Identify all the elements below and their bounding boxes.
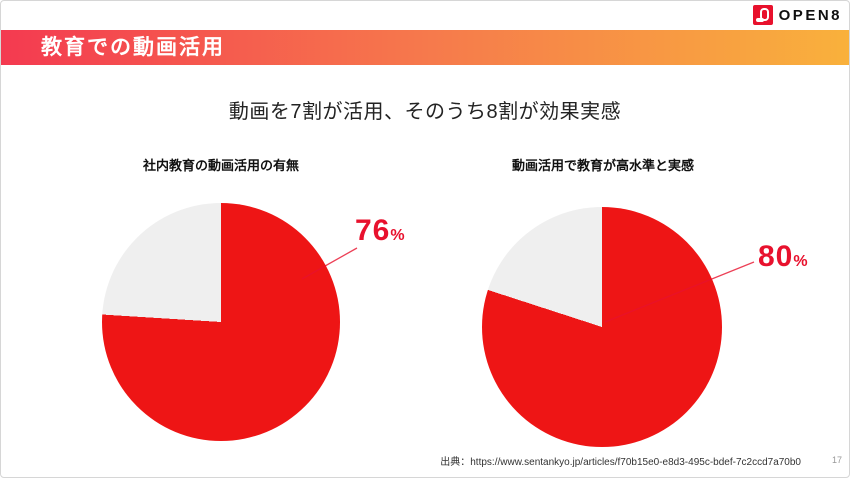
- slide-title: 動画を7割が活用、そのうち8割が効果実感: [228, 101, 622, 123]
- brand-text: OPEN8: [778, 6, 842, 24]
- pie-chart-video-usage: [102, 203, 340, 441]
- pie-value-label-right: 80%: [758, 242, 808, 272]
- pie-value-label-left: 76%: [355, 216, 405, 246]
- page-number: 17: [831, 455, 842, 465]
- chart-title-right: 動画活用で教育が高水準と実感: [511, 158, 694, 173]
- section-banner: 教育での動画活用: [1, 30, 849, 65]
- pie-value-unit: %: [390, 227, 405, 244]
- brand-logo: OPEN8: [752, 5, 842, 25]
- camera-lens-shape: [759, 8, 769, 21]
- camera-base-shape: [755, 18, 764, 22]
- pie-value-number: 80: [758, 240, 794, 273]
- pie-chart-education-quality: [482, 207, 722, 447]
- section-title: 教育での動画活用: [41, 36, 225, 59]
- source-citation: 出典：https://www.sentankyo.jp/articles/f70…: [440, 457, 801, 468]
- pie-value-unit: %: [793, 253, 808, 270]
- chart-title-left: 社内教育の動画活用の有無: [142, 158, 299, 173]
- pie-value-number: 76: [355, 214, 391, 247]
- open8-video-camera-icon: [752, 5, 773, 25]
